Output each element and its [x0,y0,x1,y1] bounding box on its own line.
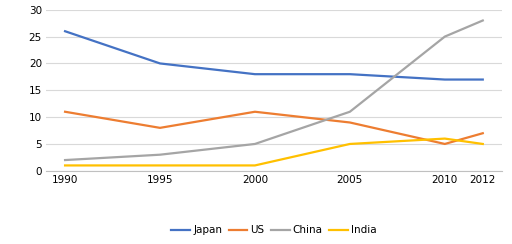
China [480,19,486,22]
Line: US: US [65,112,483,144]
India [480,142,486,145]
US [480,132,486,135]
US [62,110,68,113]
China [347,110,353,113]
China [252,142,258,145]
India [347,142,353,145]
Line: Japan: Japan [65,31,483,80]
Japan [480,78,486,81]
China [62,159,68,162]
US [157,126,163,129]
India [62,164,68,167]
Line: China: China [65,20,483,160]
Japan [442,78,448,81]
Line: India: India [65,139,483,165]
Japan [347,73,353,76]
Japan [62,30,68,33]
China [157,153,163,156]
India [157,164,163,167]
US [347,121,353,124]
Japan [157,62,163,65]
China [442,35,448,38]
US [442,142,448,145]
India [442,137,448,140]
US [252,110,258,113]
Legend: Japan, US, China, India: Japan, US, China, India [167,221,380,239]
Japan [252,73,258,76]
India [252,164,258,167]
